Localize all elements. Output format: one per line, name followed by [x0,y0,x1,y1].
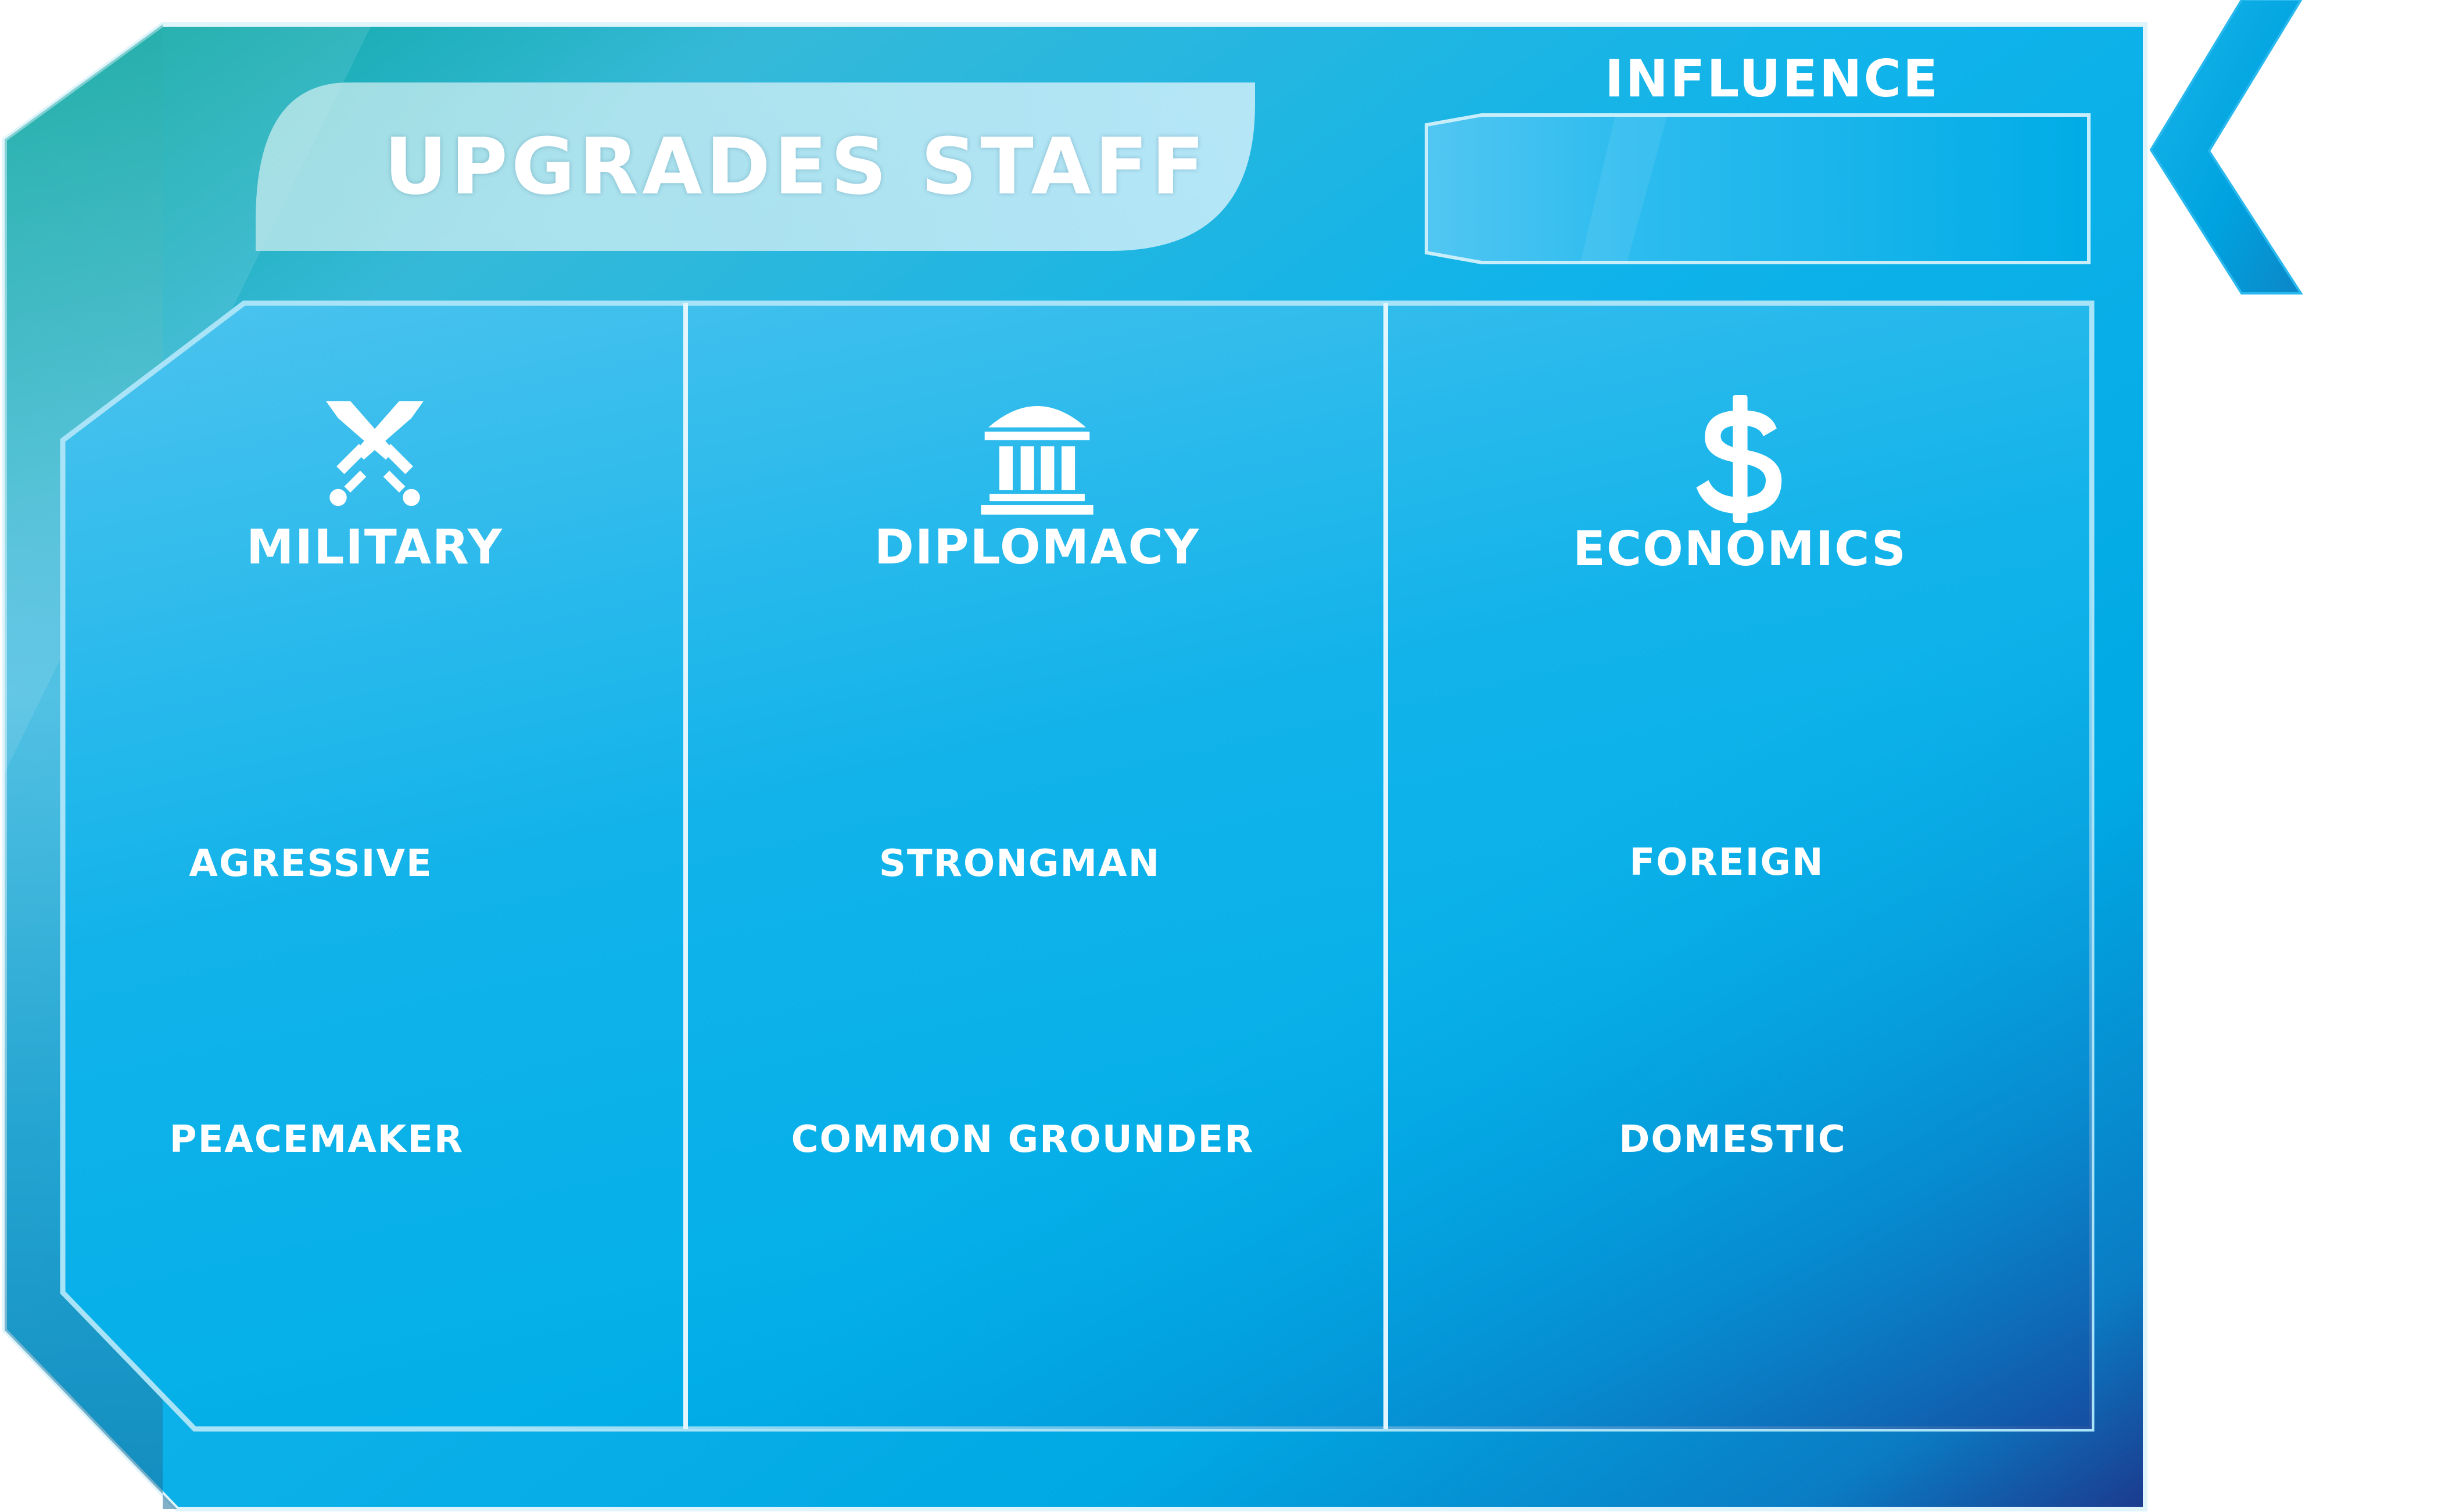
influence-value [1453,116,2080,261]
economics-option-domestic[interactable]: DOMESTIC [1619,1118,1847,1161]
diplomacy-heading: DIPLOMACY [874,520,1200,575]
diplomacy-column: DIPLOMACY STRONGMAN COMMON GROUNDER [691,302,1383,1423]
diplomacy-option-strongman[interactable]: STRONGMAN [879,842,1161,885]
diplomacy-option-common-grounder[interactable]: COMMON GROUNDER [791,1118,1254,1161]
military-option-peacemaker[interactable]: PEACEMAKER [169,1118,464,1161]
crossed-swords-icon [326,401,424,507]
military-column: MILITARY AGRESSIVE PEACEMAKER [67,302,683,1423]
panel-title: UPGRADES STAFF [383,121,1209,212]
military-option-agressive[interactable]: AGRESSIVE [189,842,433,885]
back-button[interactable] [2150,0,2307,296]
dollar-icon [1696,395,1781,523]
economics-heading: ECONOMICS [1572,522,1908,577]
influence-label: INFLUENCE [1604,48,1940,109]
economics-option-foreign[interactable]: FOREIGN [1629,841,1824,884]
government-building-icon [981,406,1093,515]
military-heading: MILITARY [246,520,503,575]
economics-column: ECONOMICS FOREIGN DOMESTIC [1390,302,2090,1423]
